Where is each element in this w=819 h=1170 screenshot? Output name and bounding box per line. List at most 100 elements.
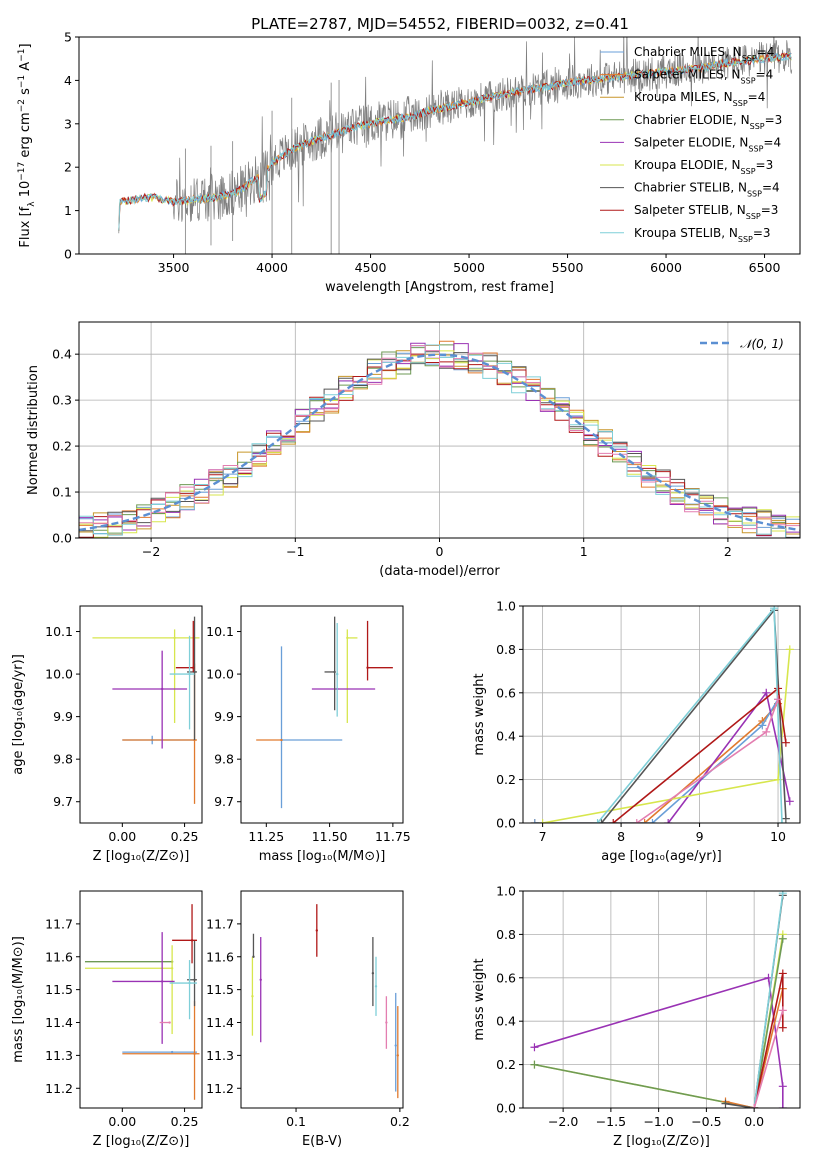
plot-massweight_vs_Z: −2.0 −1.5 −1.0 −0.5 0.0 0.0 0.2 0.4 0.6 0.8 1.0 Z […	[472, 884, 801, 1149]
data-point	[188, 672, 191, 676]
x-tick-label: 8	[617, 829, 625, 844]
x-tick-label: −1.0	[643, 1114, 673, 1129]
data-point	[251, 995, 254, 998]
data-point	[193, 978, 196, 981]
y-tick-label: 11.4	[206, 1015, 234, 1030]
weight-line	[534, 938, 784, 1108]
y-tick-label: 1.0	[496, 599, 516, 614]
legend-entry: Kroupa ELODIE, NSSP=3	[634, 158, 773, 176]
y-tick-label: 9.8	[214, 752, 234, 767]
plot-area	[92, 616, 200, 804]
x-tick-label: 0.25	[171, 1114, 199, 1129]
gaussian-reference	[79, 353, 800, 532]
x-tick-label: 11.25	[248, 829, 284, 844]
weight-marker	[778, 1082, 787, 1091]
weight-marker	[664, 819, 673, 823]
y-tick-label: 0.2	[496, 1057, 516, 1072]
y-axis-label: mass weight	[472, 673, 487, 755]
weight-marker	[774, 695, 783, 704]
y-tick-label: 5	[64, 30, 72, 45]
weight-marker	[778, 969, 787, 978]
y-tick-label: 11.4	[45, 1015, 73, 1030]
axes-frame	[240, 890, 404, 1109]
weight-marker	[593, 819, 602, 823]
y-tick-label: 11.7	[206, 916, 234, 931]
legend-entry: Kroupa MILES, NSSP=4	[634, 90, 765, 108]
axes-frame	[522, 890, 801, 1109]
x-axis-label: age [log₁₀(age/yr)]	[601, 849, 722, 864]
x-tick-label: 0.00	[108, 1114, 136, 1129]
y-tick-label: 10.0	[45, 667, 73, 682]
axes-frame	[78, 36, 801, 255]
data-point	[335, 672, 339, 676]
y-tick-label: 11.6	[206, 949, 234, 964]
residuals-legend: 𝒩(0, 1)	[700, 337, 784, 351]
x-tick-label: 3500	[158, 260, 190, 275]
plot-residuals: −2 −1 0 1 2 0.0 0.1 0.2 0.3 0.4 (data-model)/error…	[26, 321, 801, 579]
plot-area	[79, 340, 800, 538]
y-tick-label: 0.4	[496, 729, 516, 744]
figure-title: PLATE=2787, MJD=54552, FIBERID=0032, z=0…	[251, 15, 629, 33]
y-axis-label: mass weight	[472, 958, 487, 1040]
data-point	[366, 666, 369, 669]
plot-mass_vs_Z: 0.00 0.25 11.2 11.3 11.4 11.5 11.6 11.7 Z [log₁₀…	[11, 890, 203, 1149]
y-tick-label: 11.2	[45, 1081, 73, 1096]
x-tick-label: 11.75	[375, 829, 411, 844]
y-tick-label: 0.8	[496, 642, 516, 657]
axes-frame	[79, 605, 203, 824]
x-tick-label: 2	[724, 544, 732, 559]
data-point	[371, 971, 375, 975]
weight-marker	[785, 797, 794, 806]
y-tick-label: 0.8	[496, 927, 516, 942]
data-point	[188, 981, 191, 985]
y-tick-label: 2	[64, 160, 72, 175]
weight-marker	[640, 819, 649, 823]
data-point	[333, 670, 336, 674]
y-tick-label: 4	[64, 73, 72, 88]
x-axis-label: Z [log₁₀(Z/Z⊙)]	[613, 1134, 710, 1149]
weight-marker	[597, 819, 606, 823]
y-tick-label: 11.5	[45, 982, 73, 997]
axes-frame	[79, 890, 203, 1109]
data-point	[374, 985, 378, 988]
y-tick-label: 0.6	[496, 970, 516, 985]
legend-entry: Chabrier ELODIE, NSSP=3	[634, 113, 782, 131]
y-tick-label: 0.1	[52, 485, 72, 500]
y-axis-label: Flux [fλ 10−17 erg cm−2 s−1 A−1]	[17, 43, 37, 247]
legend-entry: Salpeter ELODIE, NSSP=4	[634, 135, 781, 153]
data-point	[394, 1044, 397, 1047]
x-tick-label: −0.5	[691, 1114, 721, 1129]
y-tick-label: 0.2	[52, 439, 72, 454]
data-point	[173, 636, 176, 640]
y-tick-label: 9.8	[53, 752, 73, 767]
spectrum-legend: Chabrier MILES, NSSP=4 Salpeter MILES, NS…	[600, 45, 782, 243]
legend-entry: Salpeter MILES, NSSP=4	[634, 68, 773, 86]
y-tick-label: 11.5	[206, 982, 234, 997]
weight-marker	[774, 684, 783, 693]
y-tick-label: 0.0	[52, 531, 72, 546]
axes-frame	[240, 605, 404, 824]
plot-area	[251, 904, 400, 1099]
x-tick-label: 0.0	[744, 1114, 764, 1129]
y-tick-label: 0.0	[496, 816, 516, 831]
plot-area	[256, 616, 393, 809]
x-axis-label: Z [log₁₀(Z/Z⊙)]	[93, 1134, 190, 1149]
data-point	[385, 1021, 388, 1024]
y-tick-label: 0.2	[496, 772, 516, 787]
data-point	[280, 738, 283, 742]
y-tick-label: 9.9	[53, 709, 73, 724]
plot-area	[84, 904, 200, 1100]
weight-marker	[777, 819, 786, 823]
weight-marker	[530, 819, 539, 823]
weight-marker	[609, 819, 618, 823]
x-tick-label: 6500	[749, 260, 781, 275]
plot-spectrum: 3500 4000 4500 5000 5500 6000 6500 0 1 2 3 4 5 wavele…	[17, 30, 801, 295]
y-tick-label: 9.7	[214, 794, 234, 809]
data-point	[193, 1052, 196, 1055]
histogram-step	[79, 345, 800, 530]
x-tick-label: 0.25	[171, 829, 199, 844]
y-tick-label: 11.3	[206, 1048, 234, 1063]
plot-mass_vs_EBV: 0.1 0.2 11.2 11.3 11.4 11.5 11.6 11.7 E(B-V)	[206, 890, 410, 1149]
legend-entry: 𝒩(0, 1)	[740, 337, 784, 351]
